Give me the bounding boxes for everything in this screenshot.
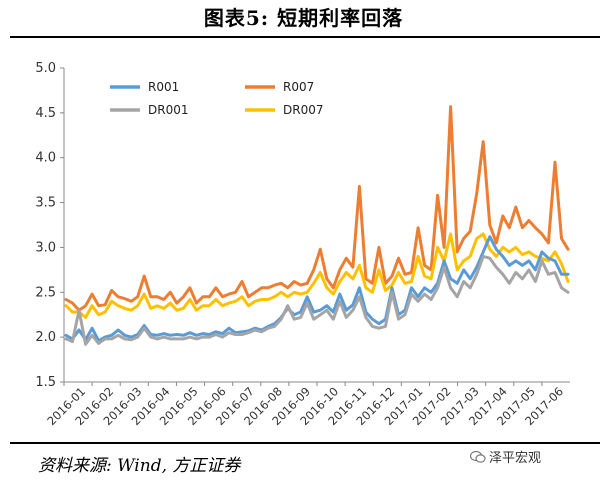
y-tick-label: 4.5 [35, 106, 56, 121]
series-line-dr001 [64, 254, 570, 346]
line-chart: 1.52.02.53.03.54.04.55.02016-012016-0220… [35, 61, 570, 428]
series-line-dr007 [64, 232, 570, 319]
y-tick-label: 2.0 [35, 330, 56, 345]
y-tick-label: 1.5 [35, 375, 56, 390]
wechat-icon [470, 450, 486, 463]
y-tick-label: 2.5 [35, 285, 56, 300]
watermark-text: 泽平宏观 [489, 451, 542, 466]
legend-label-r007: R007 [283, 80, 314, 94]
y-tick-label: 3.5 [35, 196, 56, 211]
footer-divider [10, 442, 600, 444]
legend-label-r001: R001 [148, 80, 179, 94]
y-tick-label: 4.0 [35, 151, 56, 166]
page-title: 图表5: 短期利率回落 [203, 6, 404, 30]
legend-label-dr007: DR007 [283, 103, 323, 117]
y-tick-label: 3.0 [35, 240, 56, 255]
watermark: 泽平宏观 [470, 447, 541, 466]
title-divider [10, 36, 600, 38]
y-tick-label: 5.0 [35, 61, 56, 76]
source-note: 资料来源: Wind, 方正证券 [38, 456, 241, 476]
chart-legend: R001 R007 DR001 DR007 [110, 80, 323, 117]
chart-lines [64, 105, 570, 346]
legend-label-dr001: DR001 [148, 103, 188, 117]
series-line-r007 [64, 105, 570, 312]
series-line-r001 [64, 235, 570, 343]
